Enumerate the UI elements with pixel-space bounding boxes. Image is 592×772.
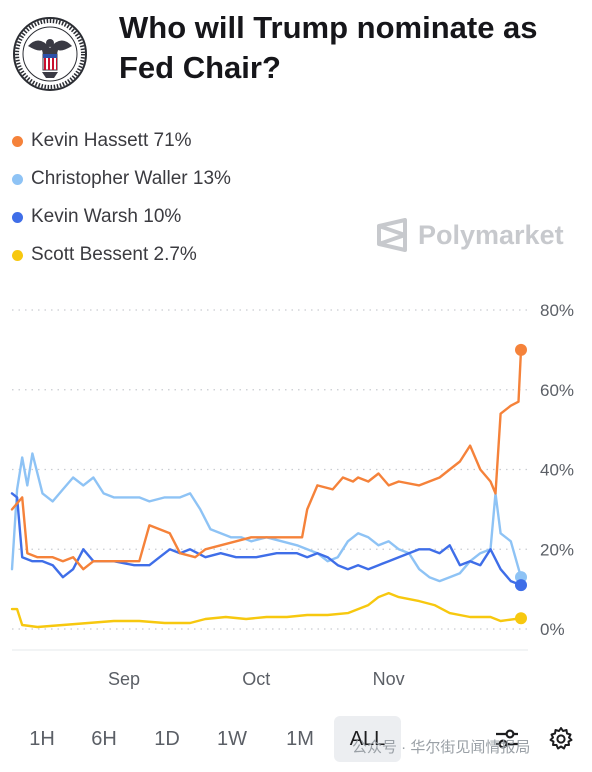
legend-label-waller: Christopher Waller 13% [31, 168, 231, 189]
chart-legend: Kevin Hassett 71% Christopher Waller 13%… [12, 122, 231, 274]
y-tick-label: 0% [540, 620, 565, 639]
legend-label-warsh: Kevin Warsh 10% [31, 206, 182, 227]
price-chart[interactable]: 80% 60% 40% 20% 0% Sep Oct Nov [0, 290, 592, 700]
legend-dot-warsh [12, 211, 23, 223]
timeframe-1d[interactable]: 1D [154, 728, 180, 750]
legend-item-hassett[interactable]: Kevin Hassett 71% [12, 122, 231, 160]
x-tick-label: Sep [108, 669, 140, 689]
x-tick-label: Nov [373, 669, 405, 689]
series-endpoint-kevin-warsh [515, 579, 527, 592]
legend-dot-bessent [12, 249, 23, 261]
series-line-kevin-warsh [10, 492, 523, 587]
federal-reserve-seal-icon [13, 17, 87, 91]
series-endpoint-scott-bessent [515, 612, 527, 625]
legend-dot-hassett [12, 135, 23, 147]
legend-item-bessent[interactable]: Scott Bessent 2.7% [12, 236, 231, 274]
settings-gear-icon[interactable] [548, 726, 574, 752]
y-tick-label: 80% [540, 301, 574, 320]
timeframe-1w[interactable]: 1W [217, 728, 247, 750]
legend-item-warsh[interactable]: Kevin Warsh 10% [12, 198, 231, 236]
series-line-scott-bessent [10, 591, 523, 629]
y-tick-label: 20% [540, 540, 574, 559]
wechat-watermark-text: 公众号 · 华尔街见闻情报局 [352, 739, 531, 756]
legend-label-bessent: Scott Bessent 2.7% [31, 244, 197, 265]
polymarket-logo-icon [377, 218, 407, 252]
filter-sliders-icon[interactable] [494, 726, 520, 752]
header: Who will Trump nominate as Fed Chair? [12, 6, 582, 92]
brand-name: Polymarket [418, 219, 564, 250]
polymarket-watermark: Polymarket [376, 218, 564, 252]
timeframe-toolbar: 1H 6H 1D 1W 1M ALL [0, 716, 592, 766]
y-tick-label: 40% [540, 461, 574, 480]
page-title: Who will Trump nominate as Fed Chair? [119, 10, 538, 85]
legend-item-waller[interactable]: Christopher Waller 13% [12, 160, 231, 198]
series-endpoint-kevin-hassett [515, 343, 527, 356]
timeframe-all[interactable]: ALL [334, 716, 401, 762]
timeframe-1m[interactable]: 1M [286, 728, 314, 750]
timeframe-1h[interactable]: 1H [29, 728, 55, 750]
x-tick-label: Oct [242, 669, 270, 689]
timeframe-6h[interactable]: 6H [91, 728, 117, 750]
legend-dot-waller [12, 173, 23, 185]
legend-label-hassett: Kevin Hassett 71% [31, 130, 192, 151]
y-tick-label: 60% [540, 381, 574, 400]
series-line-kevin-hassett [10, 348, 523, 571]
